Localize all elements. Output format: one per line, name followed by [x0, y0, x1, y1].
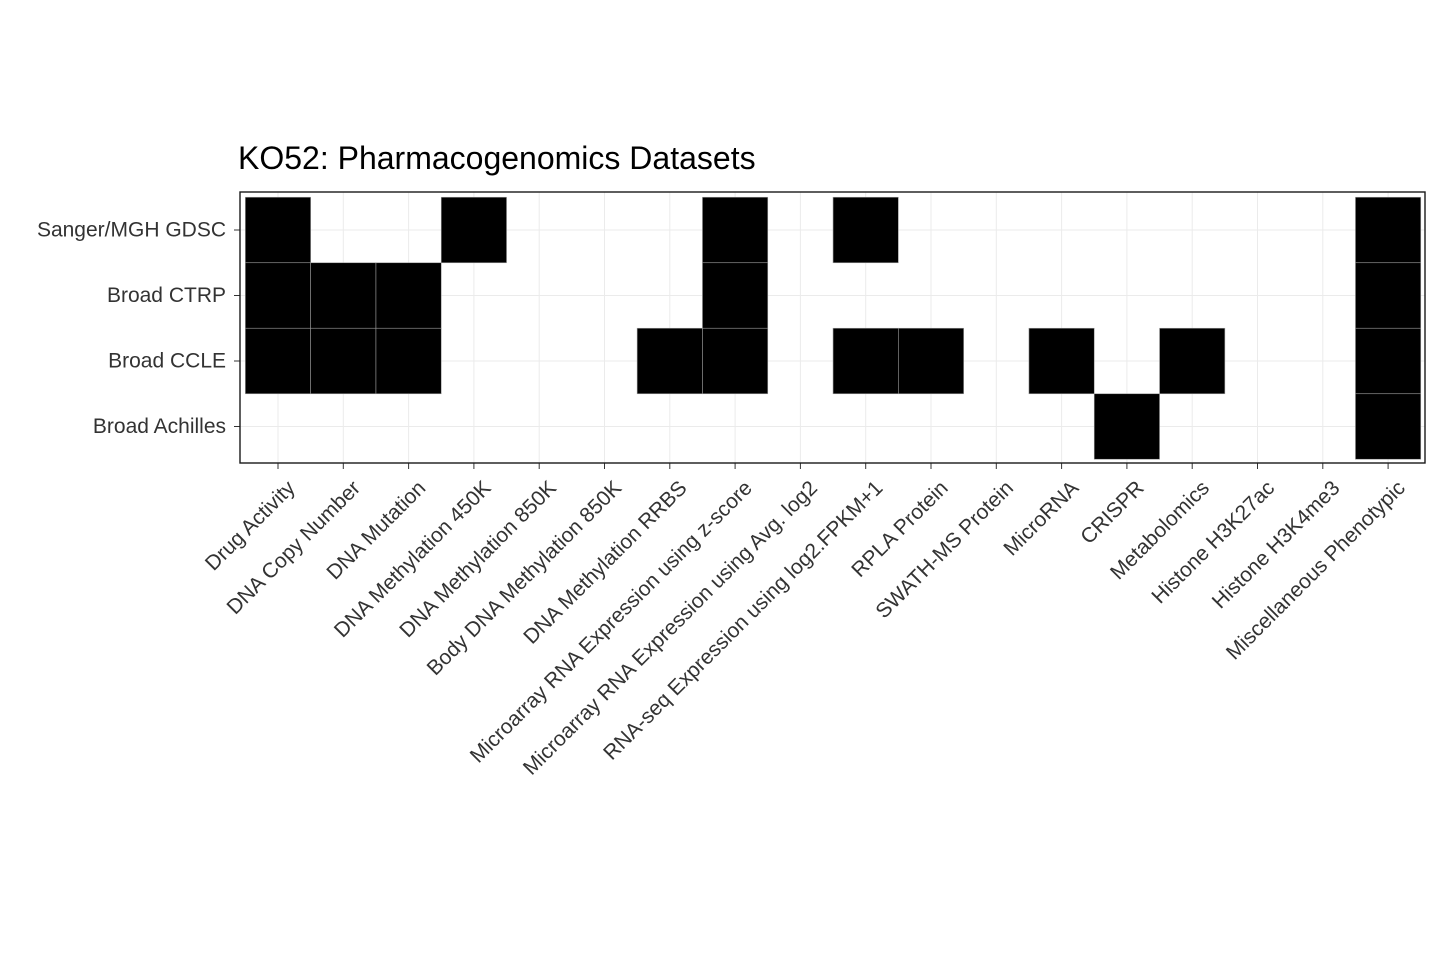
- cell-broad-ccle-microrna: [1028, 327, 1095, 395]
- cell-broad-ccle-microarray-rna-expression-using-z-score: [702, 327, 769, 395]
- chart-title: KO52: Pharmacogenomics Datasets: [238, 140, 756, 176]
- grid-lines: [234, 192, 1425, 469]
- cell-broad-ccle-miscellaneous-phenotypic: [1355, 327, 1422, 395]
- panel-border: [239, 191, 1426, 464]
- cell-broad-achilles-miscellaneous-phenotypic: [1355, 393, 1422, 460]
- cell-broad-ccle-rna-seq-expression-using-log2-fpkm-1: [832, 327, 899, 395]
- cell-broad-ccle-drug-activity: [245, 327, 311, 395]
- y-tick-label-broad-ccle: Broad CCLE: [108, 350, 226, 373]
- cell-broad-ctrp-miscellaneous-phenotypic: [1355, 262, 1422, 329]
- cell-broad-ccle-dna-copy-number: [310, 327, 377, 395]
- cell-sanger-mgh-gdsc-dna-methylation-450k: [440, 196, 507, 264]
- cell-sanger-mgh-gdsc-rna-seq-expression-using-log2-fpkm-1: [832, 196, 899, 264]
- y-tick-label-broad-ctrp: Broad CTRP: [107, 284, 226, 307]
- cell-broad-ctrp-microarray-rna-expression-using-z-score: [702, 262, 769, 329]
- cell-broad-ctrp-dna-mutation: [375, 262, 442, 329]
- cell-sanger-mgh-gdsc-microarray-rna-expression-using-z-score: [702, 196, 769, 264]
- cell-broad-ccle-rpla-protein: [898, 327, 964, 395]
- cell-broad-ccle-dna-methylation-rrbs: [636, 327, 703, 395]
- y-tick-label-broad-achilles: Broad Achilles: [93, 415, 226, 438]
- x-tick-label-histone-h3k27ac: Histone H3K27ac: [1147, 476, 1279, 608]
- cell-sanger-mgh-gdsc-miscellaneous-phenotypic: [1355, 196, 1422, 264]
- cell-broad-achilles-crispr: [1093, 393, 1160, 460]
- heatmap-cells: [245, 196, 1422, 460]
- y-axis-tick-labels: Sanger/MGH GDSC Broad CTRP Broad CCLE Broad…: [37, 219, 226, 439]
- y-tick-label-sanger-mgh-gdsc: Sanger/MGH GDSC: [37, 219, 226, 242]
- cell-broad-ctrp-drug-activity: [245, 262, 311, 329]
- cell-sanger-mgh-gdsc-drug-activity: [245, 196, 311, 264]
- cell-broad-ccle-metabolomics: [1159, 327, 1226, 395]
- cell-broad-ccle-dna-mutation: [375, 327, 442, 395]
- cell-broad-ctrp-dna-copy-number: [310, 262, 377, 329]
